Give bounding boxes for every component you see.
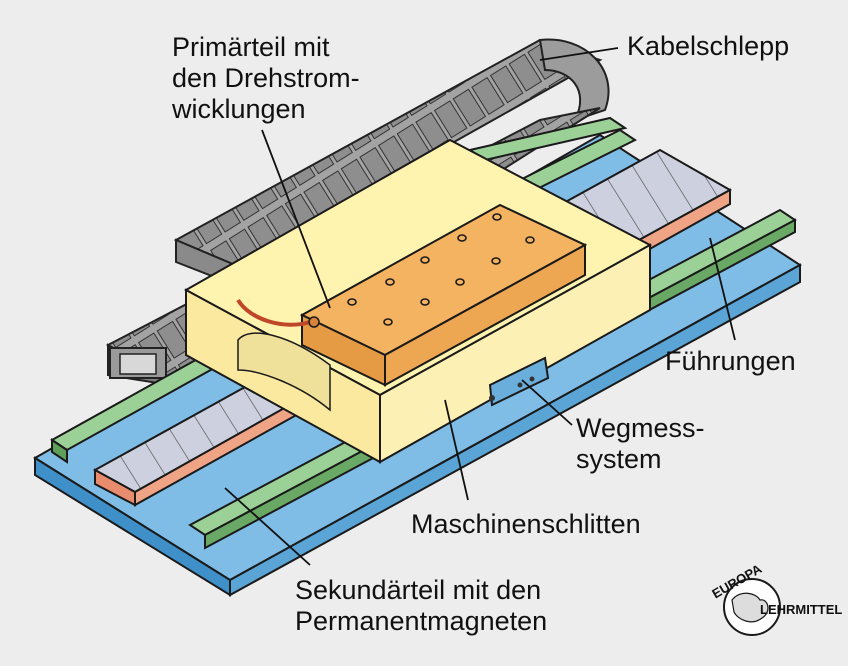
label-wegmess: Wegmess- system	[576, 413, 705, 474]
label-kabelschlepp: Kabelschlepp	[627, 31, 790, 61]
label-primaerteil: Primärteil mit den Drehstrom- wicklungen	[172, 32, 360, 124]
logo-line2: LEHRMITTEL	[760, 602, 842, 617]
primary-part	[236, 203, 588, 387]
label-maschinenschlitten: Maschinenschlitten	[411, 509, 641, 539]
leader-lines	[224, 47, 736, 566]
label-sekundaerteil: Sekundärteil mit den Permanentmagneten	[295, 575, 548, 636]
label-fuehrungen: Führungen	[665, 346, 796, 376]
measuring-system	[488, 356, 550, 407]
